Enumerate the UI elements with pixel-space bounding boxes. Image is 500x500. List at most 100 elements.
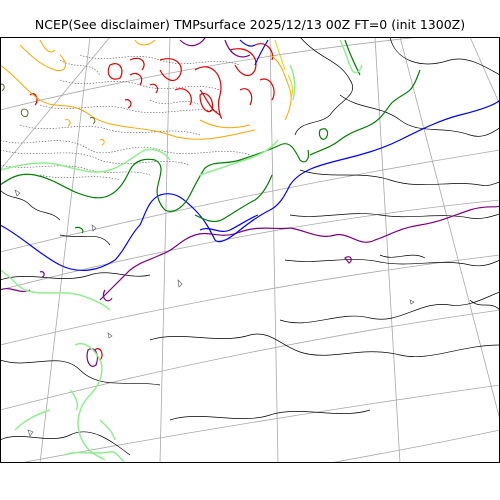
fine-contour bbox=[39, 104, 221, 113]
parallel-line bbox=[329, 429, 500, 463]
map-frame bbox=[0, 37, 500, 463]
parallel-line bbox=[19, 384, 500, 463]
green-contour bbox=[344, 39, 361, 76]
blue-contour bbox=[0, 99, 500, 272]
coastline bbox=[149, 333, 500, 358]
purple-contour bbox=[344, 256, 352, 264]
red-contour bbox=[199, 92, 214, 113]
meridian-line bbox=[39, 37, 91, 463]
blue-contour bbox=[254, 39, 269, 66]
purple-contour bbox=[224, 39, 251, 58]
red-contour bbox=[229, 48, 257, 77]
lightgreen-contour bbox=[0, 269, 111, 311]
orange-contour bbox=[269, 54, 292, 121]
fine-contour bbox=[0, 164, 151, 176]
red-contour-group bbox=[29, 43, 275, 361]
coastline bbox=[0, 272, 151, 281]
red-contour bbox=[124, 99, 132, 109]
red-contour bbox=[29, 93, 38, 106]
map-canvas bbox=[0, 37, 500, 463]
fine-contour bbox=[59, 79, 221, 91]
coastline bbox=[339, 94, 500, 137]
fine-contour bbox=[0, 149, 191, 166]
coastline bbox=[0, 359, 161, 386]
coastline bbox=[389, 37, 500, 76]
parallel-line bbox=[0, 37, 421, 111]
purple-contour bbox=[39, 271, 45, 278]
red-contour bbox=[254, 43, 274, 61]
coastline bbox=[284, 259, 500, 267]
gray-mark bbox=[107, 332, 113, 339]
coastline bbox=[299, 169, 500, 186]
coastline bbox=[469, 299, 500, 311]
parallel-line bbox=[0, 149, 500, 253]
meridian-line bbox=[269, 37, 279, 463]
parallel-line bbox=[0, 309, 500, 411]
orange-contour bbox=[199, 119, 251, 129]
lightgreen-contour bbox=[289, 64, 296, 101]
lightgreen-contour bbox=[74, 343, 106, 461]
blue-contour bbox=[199, 214, 259, 233]
graticule-lines bbox=[0, 37, 500, 463]
olive-mark bbox=[20, 108, 29, 117]
meridian-line bbox=[374, 37, 401, 463]
fine-contour bbox=[59, 59, 101, 76]
lightgreen-contour bbox=[64, 450, 126, 463]
green-contour-group bbox=[0, 39, 421, 234]
meridian-line bbox=[469, 37, 500, 106]
lightgreen-contour bbox=[14, 409, 51, 431]
blue-contour bbox=[239, 39, 256, 47]
coastline bbox=[289, 213, 500, 219]
coastline bbox=[0, 431, 131, 456]
red-contour bbox=[159, 58, 182, 82]
red-contour bbox=[239, 88, 253, 106]
yellow-contour bbox=[274, 39, 286, 71]
orange-contour bbox=[0, 64, 256, 140]
red-contour bbox=[174, 88, 192, 106]
coastline bbox=[59, 234, 111, 246]
map-title: NCEP(See disclaimer) TMPsurface 2025/12/… bbox=[34, 17, 466, 32]
fine-contour bbox=[0, 139, 251, 156]
fine-contour bbox=[39, 174, 121, 181]
green-contour bbox=[74, 226, 84, 234]
parallel-line bbox=[0, 254, 500, 346]
coastline bbox=[0, 189, 61, 221]
gray-mark bbox=[27, 429, 34, 437]
gray-mark bbox=[91, 224, 97, 232]
yellow-contour bbox=[287, 74, 293, 99]
gray-mark-group bbox=[14, 189, 415, 437]
coastline bbox=[379, 254, 426, 259]
coastline-group bbox=[0, 37, 500, 456]
green-contour bbox=[318, 128, 329, 140]
fine-contour bbox=[149, 99, 201, 106]
coastline bbox=[294, 37, 353, 136]
orange-contour bbox=[134, 39, 156, 46]
coastline bbox=[279, 291, 500, 324]
lightgreen-contour bbox=[199, 139, 279, 176]
fine-contour bbox=[79, 54, 241, 66]
purple-contour bbox=[102, 289, 113, 302]
coastline bbox=[169, 409, 371, 421]
lightgreen-contour bbox=[339, 39, 363, 74]
blue-contour-group bbox=[0, 39, 500, 272]
lightgreen-contour bbox=[99, 419, 116, 441]
parallel-line bbox=[0, 199, 500, 291]
gray-mark bbox=[177, 279, 183, 288]
orange-contour bbox=[99, 139, 105, 146]
lightgreen-contour-group bbox=[0, 39, 363, 463]
purple-contour bbox=[86, 348, 99, 367]
green-contour bbox=[0, 158, 166, 211]
yellow-contour-group bbox=[274, 39, 293, 99]
green-contour bbox=[164, 143, 310, 212]
purple-contour bbox=[99, 205, 500, 301]
lightgreen-contour bbox=[69, 389, 79, 411]
orange-contour bbox=[19, 44, 66, 72]
meridian-line bbox=[399, 37, 500, 421]
orange-contour bbox=[64, 119, 71, 127]
meridian-line bbox=[0, 37, 111, 171]
red-contour bbox=[94, 348, 103, 361]
green-contour bbox=[309, 69, 421, 156]
lightgreen-contour bbox=[0, 148, 171, 173]
purple-contour bbox=[179, 37, 206, 47]
fine-contour bbox=[19, 124, 201, 136]
